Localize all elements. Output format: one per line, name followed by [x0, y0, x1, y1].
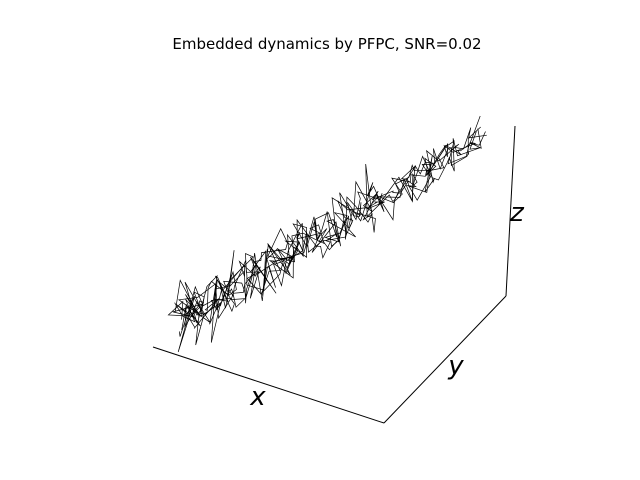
chart-title: Embedded dynamics by PFPC, SNR=0.02	[172, 35, 481, 53]
x-axis-label: x	[249, 382, 266, 412]
x-axis-line	[152, 346, 385, 424]
z-axis-label: z	[509, 198, 525, 228]
trajectory-pass-5	[174, 131, 486, 346]
trajectory-pass-2	[177, 126, 481, 353]
y-axis-line	[383, 295, 507, 424]
trajectory-pass-4	[177, 115, 481, 331]
trajectory-series	[167, 115, 487, 353]
z-axis-line	[505, 125, 516, 297]
trajectory-pass-1	[175, 131, 481, 337]
y-axis-label: y	[447, 351, 464, 381]
trajectory-pass-6	[167, 127, 487, 343]
